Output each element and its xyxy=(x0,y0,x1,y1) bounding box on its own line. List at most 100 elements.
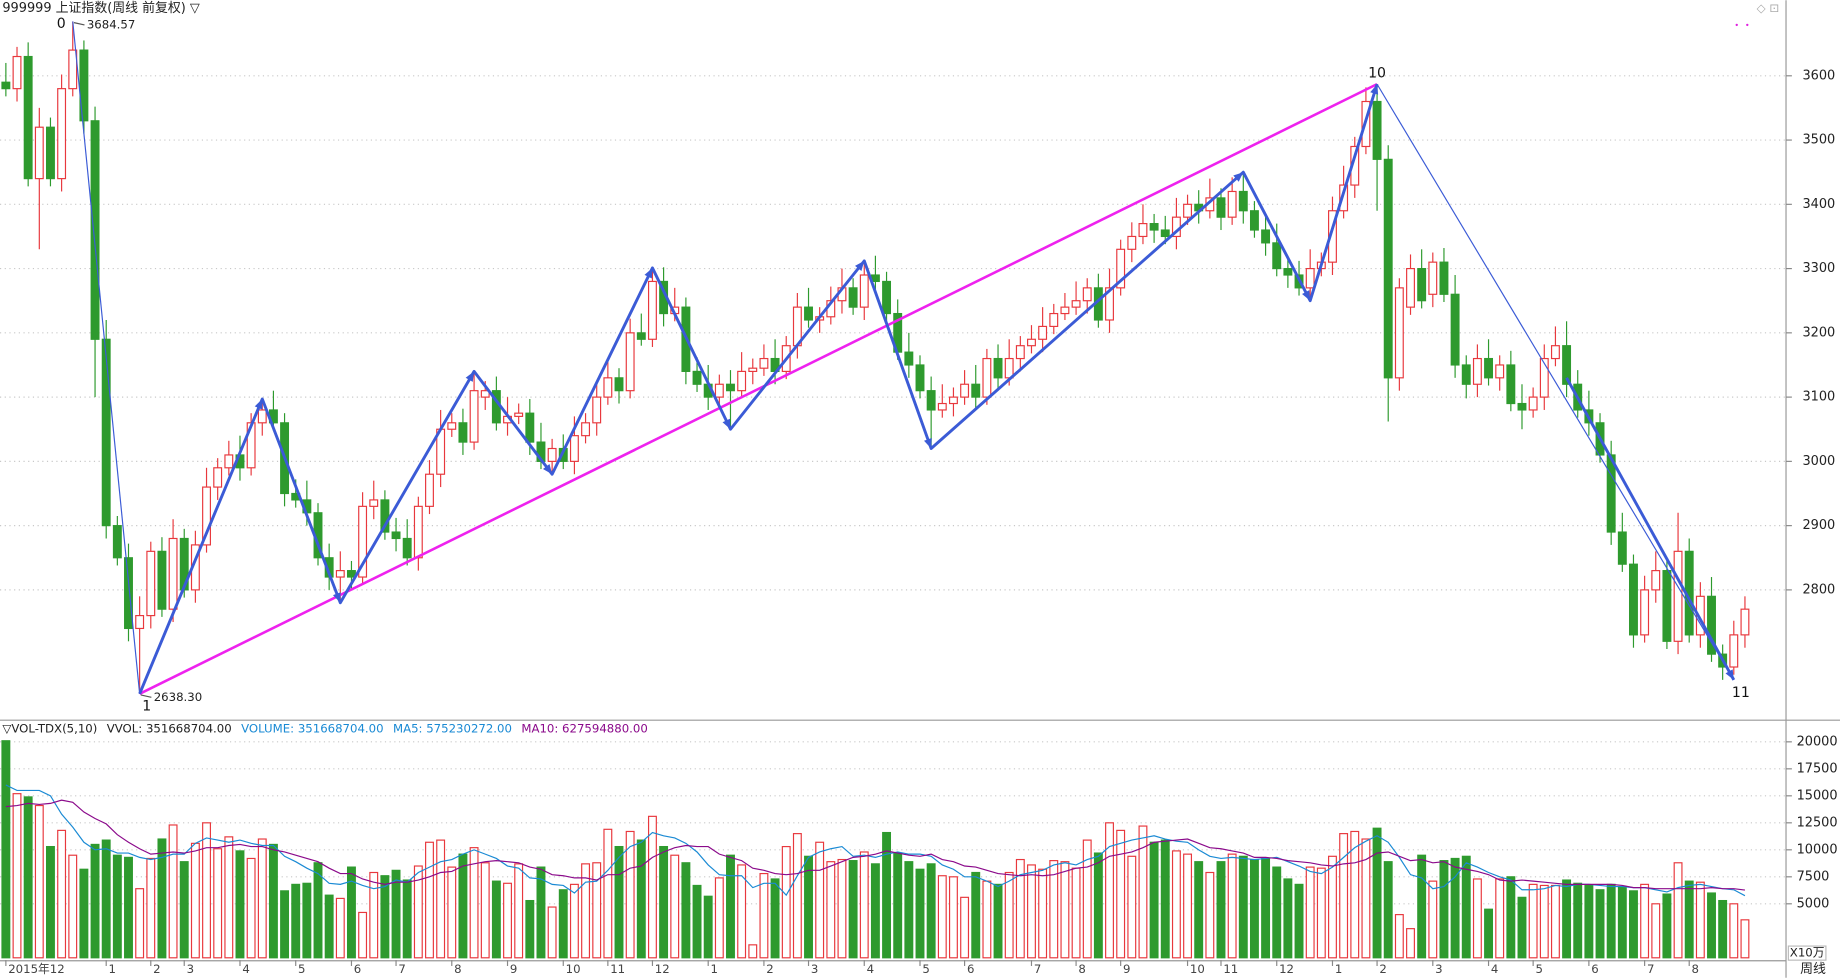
volume-bar xyxy=(1205,871,1215,959)
y-tick-label: 3200 xyxy=(1802,325,1835,340)
volume-bar xyxy=(168,824,178,959)
volume-bar xyxy=(1261,857,1271,959)
volume-bar xyxy=(1294,883,1304,959)
volume-bar xyxy=(937,875,947,959)
volume-bar xyxy=(770,878,780,959)
volume-bar xyxy=(402,879,412,959)
volume-bar xyxy=(469,847,479,959)
x-tick-label: 2 xyxy=(766,962,773,976)
candle-body xyxy=(1238,190,1248,212)
x-tick-label: 8 xyxy=(1078,962,1085,976)
candle-body xyxy=(759,357,769,369)
candle-body xyxy=(135,615,145,630)
volume-bar xyxy=(815,841,825,959)
volume-bar xyxy=(948,876,958,959)
indicator-subtitle: VVOL: 351668704.00 xyxy=(107,721,232,735)
volume-bar xyxy=(514,863,524,959)
candle-body xyxy=(1004,357,1014,379)
volume-bar xyxy=(636,839,646,959)
x-tick-label: 7 xyxy=(1647,962,1654,976)
candle-body xyxy=(168,537,178,610)
volume-bar xyxy=(737,864,747,959)
candle-body xyxy=(1082,287,1092,302)
value-label: 2638.30 xyxy=(154,690,202,704)
candle-body xyxy=(1472,357,1482,385)
candle-body xyxy=(859,274,869,308)
volume-bar xyxy=(893,852,903,959)
volume-bar xyxy=(982,880,992,959)
wave-arrowhead xyxy=(644,267,653,279)
volume-bar xyxy=(1472,878,1482,959)
volume-bar xyxy=(1740,919,1750,959)
wave-arrowhead xyxy=(854,260,865,272)
candle-body xyxy=(1428,261,1438,295)
candle-body xyxy=(79,49,89,122)
volume-bar xyxy=(413,865,423,959)
volume-bar xyxy=(302,882,312,959)
x-tick-label: 6 xyxy=(354,962,361,976)
volume-bar xyxy=(1082,839,1092,959)
volume-bar xyxy=(1328,855,1337,959)
y-tick-label: 2900 xyxy=(1802,518,1835,533)
volume-bar xyxy=(781,845,791,959)
volume-bar xyxy=(1718,899,1728,959)
volume-bar xyxy=(569,883,579,959)
volume-bar xyxy=(792,833,802,959)
volume-bar xyxy=(1528,883,1538,959)
moving-average-line xyxy=(5,799,1746,891)
wave-arrowhead xyxy=(1302,290,1311,301)
volume-bar xyxy=(101,839,111,959)
volume-bar xyxy=(536,866,546,959)
volume-bar xyxy=(1484,908,1494,959)
candle-body xyxy=(90,120,100,340)
volume-bar xyxy=(1160,839,1170,959)
x-tick-label: 2 xyxy=(1379,962,1386,976)
volume-bar xyxy=(313,862,323,959)
volume-bar xyxy=(592,862,602,959)
volume-bar xyxy=(804,855,813,959)
value-label-leader xyxy=(140,694,152,698)
volume-bar xyxy=(1517,896,1527,959)
volume-bar xyxy=(1361,838,1371,959)
volume-bar xyxy=(1350,830,1360,959)
candle-body xyxy=(904,351,914,366)
volume-bar xyxy=(1495,878,1505,959)
y-tick-label: 3000 xyxy=(1802,454,1835,469)
candle-body xyxy=(1383,158,1393,379)
volume-bar xyxy=(1071,867,1081,959)
candle-body xyxy=(1450,293,1460,366)
volume-bar xyxy=(135,888,145,959)
volume-bar xyxy=(681,862,691,959)
candle-body xyxy=(1283,267,1293,276)
volume-bar xyxy=(525,899,535,959)
candle-body xyxy=(1227,190,1237,218)
window-icons[interactable]: ◇ ⊡ xyxy=(1757,1,1780,15)
volume-bar xyxy=(1194,861,1204,959)
x-tick-label: 1 xyxy=(711,962,718,976)
candle-body xyxy=(23,55,33,180)
volume-bar xyxy=(1149,841,1159,959)
candle-body xyxy=(1461,364,1471,385)
volume-bar xyxy=(960,896,970,959)
candle-body xyxy=(1673,550,1683,642)
x-tick-label: 12 xyxy=(1279,962,1294,976)
volume-bar xyxy=(23,796,33,959)
volume-bar xyxy=(581,863,591,959)
volume-bar xyxy=(1027,864,1036,959)
volume-bar xyxy=(926,863,936,959)
volume-bar xyxy=(1584,884,1594,959)
x-tick-label: 11 xyxy=(610,962,625,976)
x-tick-label: 7 xyxy=(398,962,405,976)
y-tick-label: 3300 xyxy=(1802,261,1835,276)
volume-bar xyxy=(1684,880,1694,959)
x-tick-label: 4 xyxy=(1491,962,1498,976)
candle-body xyxy=(46,126,55,180)
candle-body xyxy=(948,396,958,405)
candle-body xyxy=(12,55,22,90)
volume-bar xyxy=(848,860,858,959)
volume-bar xyxy=(1,740,11,959)
candle-body xyxy=(737,370,747,392)
x-tick-label: 10 xyxy=(1190,962,1205,976)
unit-box xyxy=(1787,945,1827,961)
x-tick-label: 5 xyxy=(1535,962,1542,976)
